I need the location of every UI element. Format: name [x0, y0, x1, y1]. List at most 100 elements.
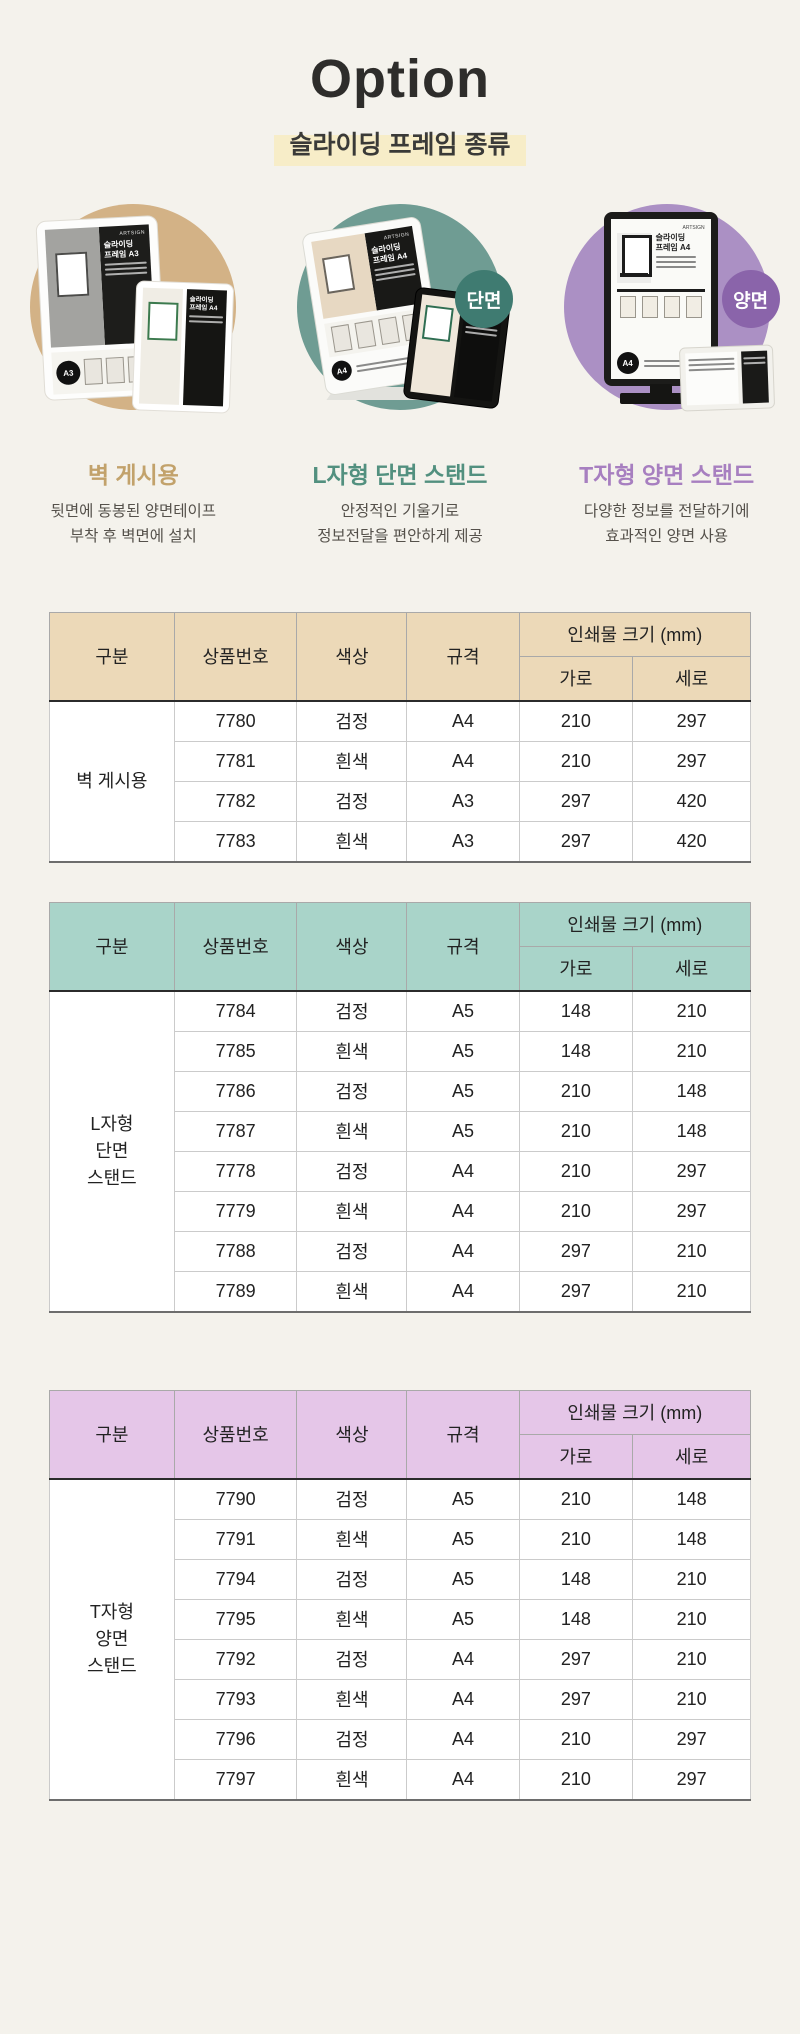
product-no-cell: 7780 [173, 700, 298, 742]
col-header-color: 색상 [296, 901, 408, 992]
size-cell: A4 [406, 1150, 520, 1192]
group-cell: T자형 양면 스탠드 [49, 1478, 175, 1801]
height-cell: 297 [632, 1150, 751, 1192]
poster-dark-panel [740, 350, 769, 404]
product-no-cell: 7792 [173, 1638, 298, 1680]
feature-desc-t-stand: 다양한 정보를 전달하기에 효과적인 양면 사용 [583, 503, 750, 546]
table-row: 7778 검정 A4 210 297 [50, 1150, 751, 1192]
width-cell: 210 [518, 1478, 634, 1520]
feature-row: ARTSIGN 슬라이딩 프레임 A3 A3 [0, 204, 800, 550]
table-row: 7796 검정 A4 210 297 [50, 1718, 751, 1760]
height-cell: 297 [632, 700, 751, 742]
color-cell: 검정 [296, 1070, 408, 1112]
poster-upper-row: 슬라이딩 프레임 A4 [616, 233, 705, 284]
product-no-cell: 7796 [173, 1718, 298, 1760]
mini-base-decoration [619, 273, 648, 278]
height-cell: 148 [632, 1478, 751, 1520]
thumbnail-decoration [354, 320, 377, 350]
col-header-print-size: 인쇄물 크기 (mm) [518, 1389, 752, 1435]
height-cell: 297 [632, 740, 751, 782]
height-cell: 210 [632, 1558, 751, 1600]
width-cell: 210 [518, 740, 634, 782]
text-lines-decoration [687, 358, 735, 372]
mini-frame-decoration [321, 254, 356, 295]
poster-title-block: 슬라이딩 프레임 A4 [655, 233, 696, 283]
size-cell: A4 [406, 1638, 520, 1680]
width-cell: 148 [518, 1030, 634, 1072]
height-cell: 297 [632, 1718, 751, 1760]
feature-circle-t-stand: 양면 ARTSIGN 슬라이딩 프레임 A4 [563, 204, 780, 413]
height-cell: 420 [632, 780, 751, 822]
height-cell: 210 [632, 1270, 751, 1313]
thumbnail-decoration [619, 296, 636, 319]
table-row: 7787 흰색 A5 210 148 [50, 1110, 751, 1152]
table-row: 7783 흰색 A3 297 420 [50, 820, 751, 863]
product-no-cell: 7781 [173, 740, 298, 782]
table-row: 7779 흰색 A4 210 297 [50, 1190, 751, 1232]
width-cell: 297 [518, 820, 634, 863]
product-no-cell: 7786 [173, 1070, 298, 1112]
col-header-print-size: 인쇄물 크기 (mm) [518, 611, 752, 657]
table-row: 7782 검정 A3 297 420 [50, 780, 751, 822]
group-cell: 벽 게시용 [49, 700, 175, 863]
mini-frame-decoration [55, 252, 90, 298]
table-header: 구분 상품번호 색상 규격 인쇄물 크기 (mm) 가로 세로 [49, 1389, 752, 1480]
thumbnail-decoration [330, 324, 353, 353]
table-row: 7789 흰색 A4 297 210 [50, 1270, 751, 1313]
color-cell: 검정 [296, 780, 408, 822]
size-cell: A4 [406, 740, 520, 782]
product-image-wall: ARTSIGN 슬라이딩 프레임 A3 A3 [30, 204, 236, 415]
size-cell: A4 [406, 1230, 520, 1272]
table-row: 7793 흰색 A4 297 210 [50, 1678, 751, 1720]
col-header-print-size: 인쇄물 크기 (mm) [518, 901, 752, 947]
mini-stand-decoration [616, 233, 652, 284]
product-no-cell: 7789 [173, 1270, 298, 1313]
height-cell: 297 [632, 1758, 751, 1801]
width-cell: 148 [518, 1598, 634, 1640]
feature-l-stand: 단면 ARTSIGN 슬라이딩 프레임 A4 [267, 204, 534, 550]
size-badge-a4: A4 [330, 359, 354, 383]
height-cell: 210 [632, 1678, 751, 1720]
size-badge-a3: A3 [56, 360, 82, 386]
table-row: 7794 검정 A5 148 210 [50, 1558, 751, 1600]
page-header: Option 슬라이딩 프레임 종류 [0, 0, 800, 167]
size-cell: A4 [406, 1270, 520, 1313]
width-cell: 210 [518, 1070, 634, 1112]
thumbnail-strip [617, 296, 705, 319]
height-cell: 210 [632, 1230, 751, 1272]
poster-title: 슬라이딩 프레임 A3 [103, 239, 140, 261]
group-cell: L자형 단면 스탠드 [49, 990, 175, 1313]
table-header: 구분 상품번호 색상 규격 인쇄물 크기 (mm) 가로 세로 [49, 611, 752, 702]
table-row: 7781 흰색 A4 210 297 [50, 740, 751, 782]
text-lines-decoration [374, 263, 416, 282]
col-header-color: 색상 [296, 611, 408, 702]
width-cell: 210 [518, 1150, 634, 1192]
poster-photo-area [139, 287, 184, 406]
size-cell: A4 [406, 1678, 520, 1720]
table-header: 구분 상품번호 색상 규격 인쇄물 크기 (mm) 가로 세로 [49, 901, 752, 992]
product-no-cell: 7793 [173, 1678, 298, 1720]
color-cell: 검정 [296, 990, 408, 1032]
t-stand-frame-black: ARTSIGN 슬라이딩 프레임 A4 [603, 212, 718, 387]
size-cell: A4 [406, 700, 520, 742]
feature-circle-wall: ARTSIGN 슬라이딩 프레임 A3 A3 [30, 204, 237, 415]
size-cell: A5 [406, 990, 520, 1032]
spec-table-t-stand: 구분 상품번호 색상 규격 인쇄물 크기 (mm) 가로 세로 T자형 양면 스… [49, 1389, 752, 1801]
color-cell: 흰색 [296, 1270, 408, 1313]
feature-wall-mount: ARTSIGN 슬라이딩 프레임 A3 A3 [0, 204, 267, 550]
product-no-cell: 7784 [173, 990, 298, 1032]
product-no-cell: 7785 [173, 1030, 298, 1072]
thumbnail-decoration [663, 296, 680, 319]
height-cell: 210 [632, 1638, 751, 1680]
mini-frame-decoration [421, 305, 454, 343]
double-sided-badge: 양면 [721, 270, 780, 329]
color-cell: 흰색 [296, 1110, 408, 1152]
thumbnail-decoration [83, 358, 104, 386]
table-row: 벽 게시용 7780 검정 A4 210 297 [49, 700, 751, 863]
product-no-cell: 7791 [173, 1518, 298, 1560]
feature-t-stand: 양면 ARTSIGN 슬라이딩 프레임 A4 [533, 204, 800, 550]
color-cell: 검정 [296, 1230, 408, 1272]
width-cell: 210 [518, 1718, 634, 1760]
product-no-cell: 7797 [173, 1758, 298, 1801]
col-header-width: 가로 [518, 1433, 634, 1480]
